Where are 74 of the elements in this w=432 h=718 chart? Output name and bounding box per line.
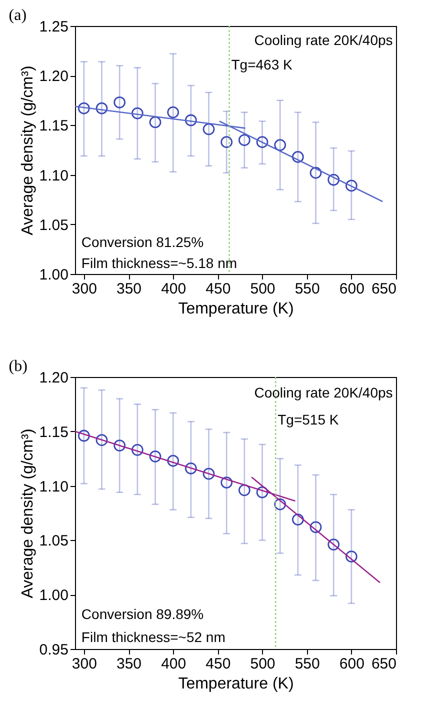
point xyxy=(202,468,215,480)
point xyxy=(310,521,322,534)
point xyxy=(131,444,144,456)
y-tick-label: 1.00 xyxy=(39,266,68,284)
x-tick-label: 350 xyxy=(116,656,142,672)
chart-title: (a) xyxy=(8,7,27,24)
ref-line-label: Tg=515 K xyxy=(278,412,340,428)
point xyxy=(274,498,286,510)
point xyxy=(131,107,144,120)
x-tick-label: 500 xyxy=(250,656,276,672)
point xyxy=(238,134,250,146)
y-tick-label: 1.20 xyxy=(39,370,68,386)
annotation: Film thickness=~52 nm xyxy=(81,629,226,646)
point xyxy=(167,454,180,467)
y-tick-label: 0.95 xyxy=(39,642,68,658)
y-tick-label: 1.25 xyxy=(39,18,68,36)
point xyxy=(292,151,304,163)
point xyxy=(149,450,162,462)
point xyxy=(256,136,268,148)
annotation: Film thickness=~5.18 nm xyxy=(81,255,238,272)
x-tick-label: 650 xyxy=(371,280,396,298)
point xyxy=(310,166,322,179)
point xyxy=(202,123,215,136)
y-tick-label: 1.05 xyxy=(39,532,68,550)
y-tick-label: 1.00 xyxy=(39,587,68,604)
x-tick-label: 350 xyxy=(116,280,142,298)
y-tick-label: 1.20 xyxy=(39,68,68,86)
point xyxy=(167,106,180,118)
x-tick-label: 450 xyxy=(206,280,231,298)
point xyxy=(220,136,233,148)
x-tick-label: 550 xyxy=(294,656,320,672)
x-tick-label: 400 xyxy=(161,656,186,672)
y-tick-label: 1.05 xyxy=(39,216,68,234)
chart-title: (b) xyxy=(8,358,28,375)
point xyxy=(114,440,126,452)
point xyxy=(96,434,108,446)
point xyxy=(96,102,108,114)
x-tick-label: 300 xyxy=(72,656,97,672)
point xyxy=(274,139,286,151)
x-tick-label: 300 xyxy=(72,280,97,298)
point xyxy=(78,430,90,442)
y-tick-label: 1.15 xyxy=(39,424,68,441)
point xyxy=(149,116,162,128)
x-tick-label: 650 xyxy=(371,656,396,672)
x-tick-label: 600 xyxy=(339,656,364,672)
x-axis-title: Temperature (K) xyxy=(178,676,294,692)
y-axis-title: Average density (g/cm³) xyxy=(19,428,36,598)
x-tick-label: 600 xyxy=(339,280,364,298)
ref-line-label: Tg=463 K xyxy=(231,56,294,73)
point xyxy=(114,96,126,108)
point xyxy=(184,462,197,474)
x-tick-label: 550 xyxy=(294,280,320,298)
point xyxy=(345,180,358,192)
x-tick-label: 400 xyxy=(161,280,186,298)
annotation: Cooling rate 20K/40ps xyxy=(254,32,393,48)
x-axis-title: Temperature (K) xyxy=(178,300,294,318)
y-tick-label: 1.15 xyxy=(39,118,68,135)
point xyxy=(238,484,250,496)
annotation: Conversion 89.89% xyxy=(81,606,204,622)
point xyxy=(292,514,304,526)
point xyxy=(328,538,340,550)
point xyxy=(220,476,233,488)
y-axis-title: Average density (g/cm³) xyxy=(19,66,36,236)
y-tick-label: 1.10 xyxy=(39,478,68,496)
x-tick-label: 500 xyxy=(250,280,276,298)
annotation: Cooling rate 20K/40ps xyxy=(254,384,393,400)
point xyxy=(345,550,358,562)
annotation: Conversion 81.25% xyxy=(81,234,204,250)
point xyxy=(184,114,197,126)
x-tick-label: 450 xyxy=(206,656,231,672)
y-tick-label: 1.10 xyxy=(39,167,68,184)
point xyxy=(256,486,268,498)
point xyxy=(78,102,90,114)
point xyxy=(328,174,340,186)
